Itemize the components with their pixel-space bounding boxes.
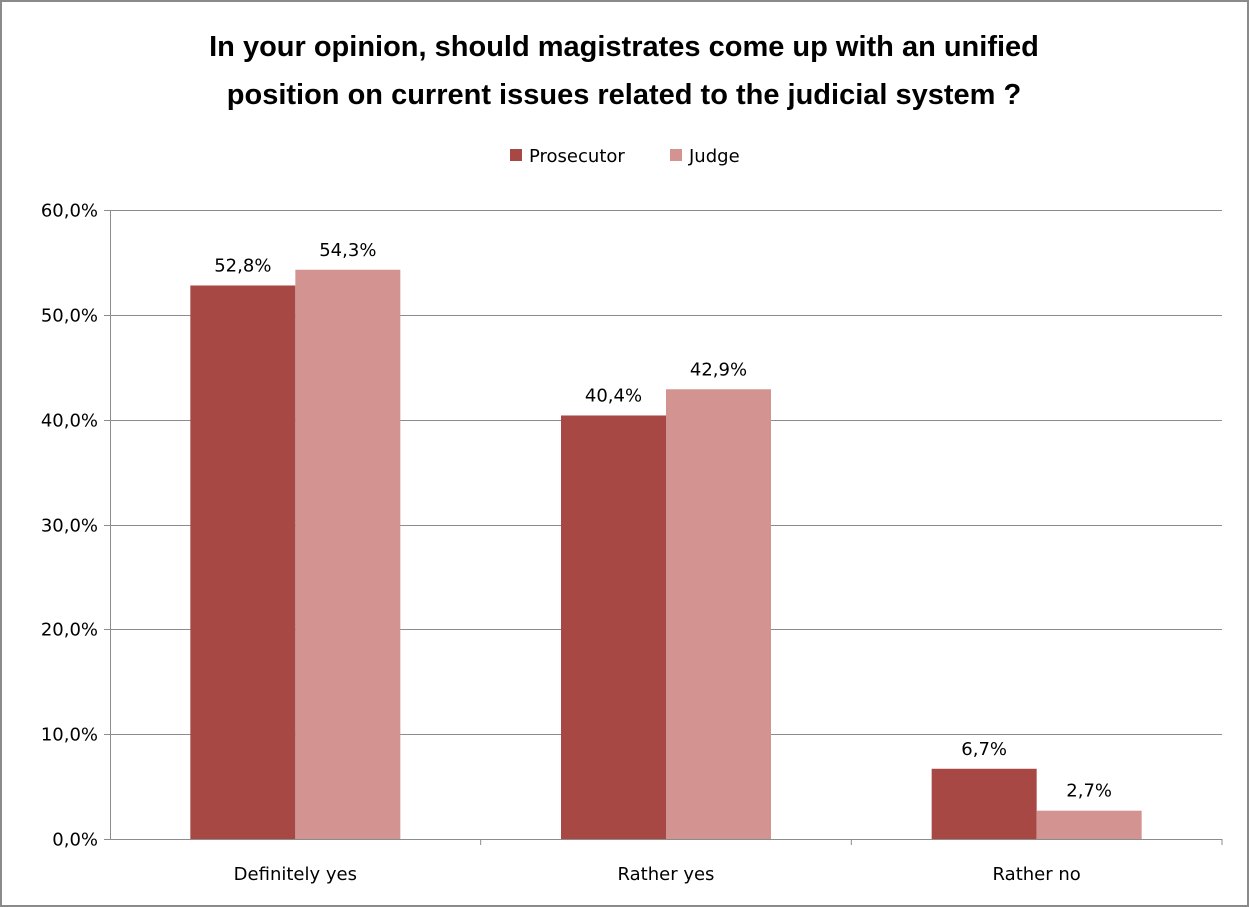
y-tick-label: 10,0%: [41, 725, 98, 746]
y-tick-label: 60,0%: [41, 201, 98, 222]
legend-swatch-judge: [670, 149, 682, 161]
data-labels: 52,8% 54,3% 40,4% 42,9% 6,7% 2,7%: [214, 240, 1112, 802]
y-tick-label: 40,0%: [41, 411, 98, 432]
legend-label-prosecutor: Prosecutor: [529, 146, 625, 167]
y-tick-label: 30,0%: [41, 516, 98, 537]
legend: Prosecutor Judge: [510, 146, 740, 167]
y-tick-label: 50,0%: [41, 306, 98, 327]
bar-prosecutor: [561, 415, 666, 839]
chart-title-line-2: position on current issues related to th…: [227, 79, 1021, 111]
chart-title-line-1: In your opinion, should magistrates come…: [209, 31, 1039, 63]
y-tick-label: 0,0%: [52, 830, 98, 851]
bars: [190, 269, 1142, 840]
x-category-label: Rather yes: [618, 864, 715, 885]
x-category-label: Definitely yes: [234, 864, 357, 885]
data-label: 6,7%: [961, 739, 1007, 760]
legend-swatch-prosecutor: [510, 149, 522, 161]
data-label: 54,3%: [319, 240, 376, 261]
bar-judge: [666, 389, 771, 839]
data-label: 2,7%: [1066, 781, 1112, 802]
axes: 0,0% 10,0% 20,0% 30,0% 40,0% 50,0% 60,0% Defini…: [41, 201, 1223, 885]
bar-judge: [1036, 810, 1142, 839]
data-label: 52,8%: [214, 255, 271, 276]
legend-label-judge: Judge: [688, 146, 740, 167]
y-tick-label: 20,0%: [41, 620, 98, 641]
x-category-label: Rather no: [993, 864, 1081, 885]
bar-judge: [295, 269, 401, 839]
data-label: 42,9%: [690, 359, 747, 380]
data-label: 40,4%: [585, 385, 642, 406]
bar-prosecutor: [931, 768, 1037, 839]
bar-prosecutor: [190, 285, 296, 840]
